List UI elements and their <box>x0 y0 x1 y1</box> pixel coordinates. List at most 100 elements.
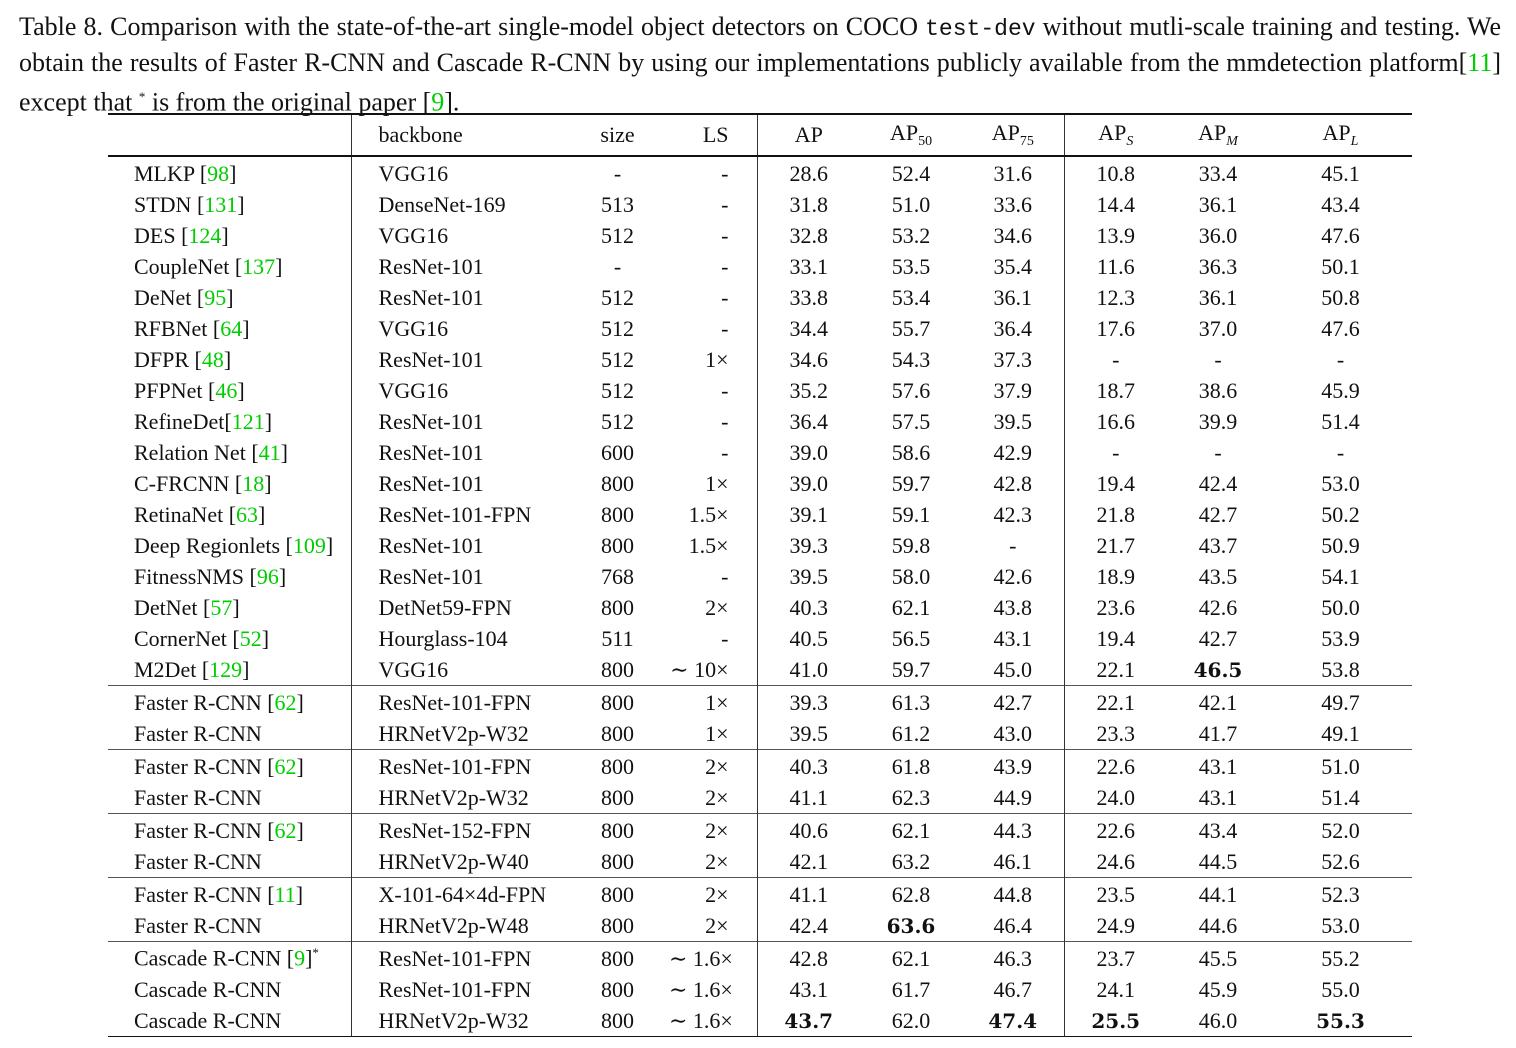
backbone-cell: ResNet-101 <box>350 344 566 375</box>
method-cell: Faster R-CNN [62] <box>108 685 351 718</box>
ap75-cell: 34.6 <box>993 222 1033 248</box>
backbone-cell: Hourglass-104 <box>350 623 566 654</box>
method-cell: RefineDet[121] <box>134 408 273 434</box>
ap50-cell: 57.6 <box>891 377 931 403</box>
ap-cell: 36.4 <box>756 406 860 437</box>
citation-link[interactable]: 129 <box>209 656 243 682</box>
ls-cell: 1× <box>705 346 729 372</box>
ap75-cell: 44.9 <box>993 784 1033 810</box>
apl-cell: 49.7 <box>1269 685 1412 718</box>
aps-cell: - <box>1063 344 1167 375</box>
size-cell: 768 <box>601 563 634 589</box>
method-name: CornerNet <box>134 625 233 651</box>
table-row: RFBNet [64] VGG16 512 - 34.4 55.7 36.4 17.6 37.0… <box>108 313 1412 344</box>
ap-cell: 40.3 <box>756 592 860 623</box>
method-cell: Faster R-CNN <box>108 910 351 942</box>
size-cell: 600 <box>601 439 634 465</box>
size-cell: 800 <box>601 976 634 1002</box>
apm-cell: 45.9 <box>1198 976 1238 1002</box>
ap-cell: 39.3 <box>756 685 860 718</box>
citation-link[interactable]: 98 <box>207 160 230 186</box>
table-caption: Table 8. Comparison with the state-of-th… <box>19 12 1501 117</box>
header-method <box>108 113 351 157</box>
citation-link[interactable]: 64 <box>220 315 243 341</box>
ap-cell: 39.1 <box>756 499 860 530</box>
citation-link[interactable]: 109 <box>292 532 326 558</box>
comparison-table: backbone size LS AP AP50 AP75 APS APM AP… <box>108 113 1412 1037</box>
ap50-cell: 61.2 <box>891 720 931 746</box>
citation-link[interactable]: 62 <box>274 817 297 843</box>
apm-cell: 37.0 <box>1198 315 1238 341</box>
citation-link[interactable]: 18 <box>242 470 265 496</box>
ap50-cell: 58.0 <box>891 563 931 589</box>
aps-cell: - <box>1063 437 1167 468</box>
ap75-cell: 46.7 <box>993 976 1033 1002</box>
citation-link[interactable]: 46 <box>215 377 238 403</box>
ap50-cell: 62.1 <box>860 941 962 974</box>
citation-link[interactable]: 96 <box>256 563 279 589</box>
apl-cell: 52.3 <box>1269 877 1412 910</box>
apl-cell: 50.9 <box>1321 532 1360 558</box>
citation-link[interactable]: 62 <box>274 753 297 779</box>
method-cell: DetNet [57] <box>134 594 240 620</box>
apm-cell: 43.7 <box>1198 532 1238 558</box>
ls-cell: - <box>721 625 729 651</box>
ap50-cell: 58.6 <box>891 439 931 465</box>
table-row: DFPR [48] ResNet-101 512 1× 34.6 54.3 37.3 - - - <box>108 344 1412 375</box>
backbone-cell: DetNet59-FPN <box>350 592 566 623</box>
aps-cell: 19.4 <box>1063 468 1167 499</box>
aps-cell: 14.4 <box>1063 189 1167 220</box>
citation-link[interactable]: 41 <box>258 439 281 465</box>
aps-cell: 16.6 <box>1063 406 1167 437</box>
apm-cell: 36.3 <box>1198 253 1238 279</box>
size-cell: 800 <box>566 813 669 846</box>
size-cell: 512 <box>601 284 634 310</box>
aps-cell: 24.0 <box>1063 782 1167 814</box>
citation-link[interactable]: 121 <box>231 408 265 434</box>
aps-cell: 23.7 <box>1063 941 1167 974</box>
ap-cell: 33.1 <box>756 251 860 282</box>
citation-link[interactable]: 131 <box>204 191 238 217</box>
ap-cell: 31.8 <box>756 189 860 220</box>
method-cell: Faster R-CNN <box>108 782 351 814</box>
citation-link[interactable]: 9 <box>294 945 306 971</box>
aps-cell: 22.1 <box>1063 654 1167 686</box>
table-row: STDN [131] DenseNet-169 513 - 31.8 51.0 33.6 14… <box>108 189 1412 220</box>
citation-link[interactable]: 57 <box>210 594 233 620</box>
ls-cell: ∼ 1.6× <box>669 976 733 1002</box>
citation-link[interactable]: 52 <box>239 625 262 651</box>
header-apm: APM <box>1167 113 1269 157</box>
apm-cell: 44.1 <box>1167 877 1269 910</box>
ls-cell: 2× <box>705 912 729 938</box>
aps-cell: 12.3 <box>1063 282 1167 313</box>
backbone-cell: ResNet-101 <box>350 530 566 561</box>
citation-link[interactable]: 95 <box>204 284 227 310</box>
table-row: CornerNet [52] Hourglass-104 511 - 40.5 56.5 4… <box>108 623 1412 654</box>
apm-cell: 44.5 <box>1198 848 1238 874</box>
table-row: C-FRCNN [18] ResNet-101 800 1× 39.0 59.7 42.8 1… <box>108 468 1412 499</box>
citation-link[interactable]: 48 <box>201 346 224 372</box>
apl-cell: 54.1 <box>1321 563 1360 589</box>
ap75-cell: 47.4 <box>962 1005 1064 1037</box>
table-row: Cascade R-CNN ResNet-101-FPN 800 ∼ 1.6× 43.1… <box>108 974 1412 1005</box>
apm-cell: 42.6 <box>1198 594 1238 620</box>
method-cell: MLKP [98] <box>108 155 351 189</box>
citation-link[interactable]: 63 <box>236 501 259 527</box>
ap50-cell: 61.8 <box>860 749 962 782</box>
apl-cell: 51.4 <box>1321 408 1360 434</box>
ls-cell: - <box>721 439 729 465</box>
ap50-cell: 63.2 <box>891 848 931 874</box>
ap75-cell: - <box>1009 532 1017 558</box>
citation-link[interactable]: 11 <box>274 881 296 907</box>
table-group: Cascade R-CNN [9]* ResNet-101-FPN 800 ∼ 1.6… <box>108 941 1412 1037</box>
method-name: RefineDet <box>134 408 225 434</box>
header-row: backbone size LS AP AP50 AP75 APS APM AP… <box>108 113 1412 157</box>
ap75-cell: 44.3 <box>962 813 1064 846</box>
citation-link[interactable]: 62 <box>274 689 297 715</box>
citation-link[interactable]: 137 <box>242 253 276 279</box>
citation-link[interactable]: 11 <box>1467 48 1493 77</box>
citation-link[interactable]: 9 <box>431 87 445 117</box>
citation-link[interactable]: 124 <box>188 222 222 248</box>
ap50-cell: 55.7 <box>891 315 931 341</box>
size-cell: 800 <box>566 877 669 910</box>
